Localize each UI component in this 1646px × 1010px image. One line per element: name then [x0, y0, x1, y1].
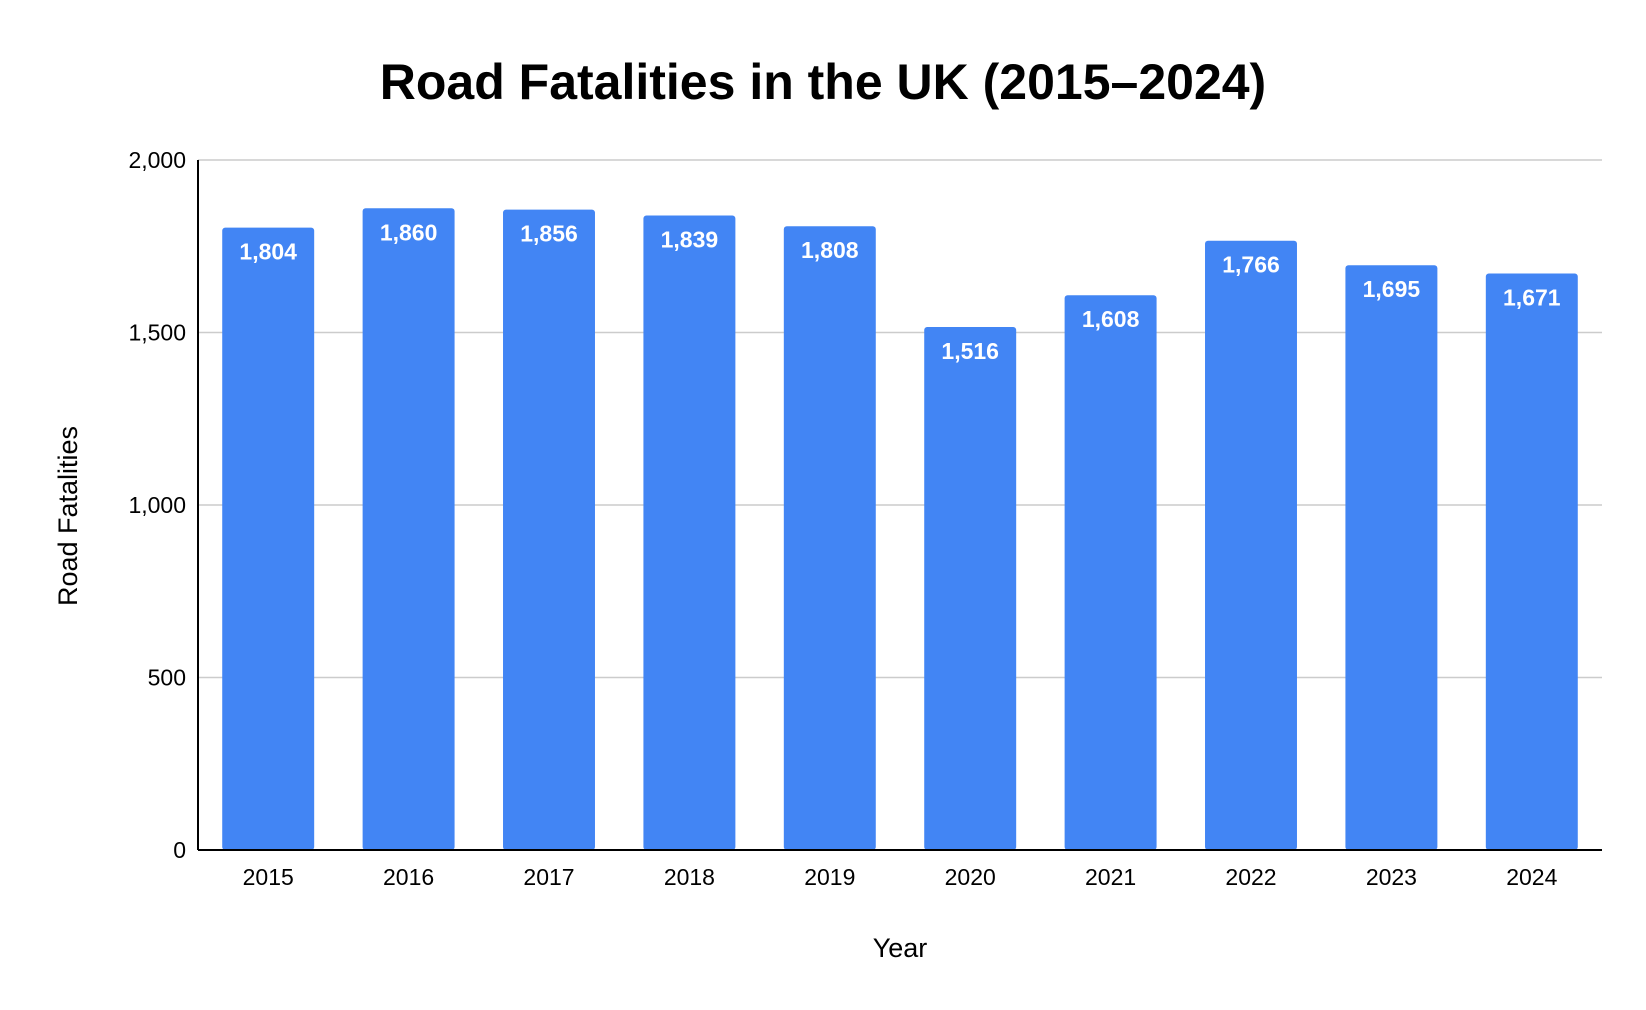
bar [362, 208, 455, 851]
bar-value-label: 1,608 [1082, 306, 1140, 332]
chart-title: Road Fatalities in the UK (2015–2024) [380, 54, 1266, 110]
x-tick-label: 2015 [243, 864, 294, 890]
bar-value-label: 1,671 [1503, 285, 1561, 311]
x-tick-label: 2016 [383, 864, 434, 890]
bar-value-label: 1,839 [661, 227, 719, 253]
bar [222, 227, 315, 850]
y-axis-ticks: 0 500 1,000 1,500 2,000 [128, 147, 186, 863]
bar-value-label: 1,516 [941, 338, 999, 364]
bar [643, 215, 736, 851]
y-tick-label: 1,500 [128, 320, 186, 346]
bar [1205, 240, 1297, 851]
bar-value-label: 1,860 [380, 219, 438, 245]
x-tick-label: 2017 [523, 864, 574, 890]
y-tick-label: 2,000 [128, 147, 186, 173]
x-axis-label: Year [873, 933, 928, 963]
bar [1345, 265, 1438, 851]
bar [924, 326, 1017, 851]
x-tick-label: 2018 [664, 864, 715, 890]
y-tick-label: 500 [148, 665, 186, 691]
bar [783, 226, 876, 851]
x-tick-label: 2023 [1366, 864, 1417, 890]
bar-value-label: 1,766 [1222, 252, 1280, 278]
bar [1485, 273, 1578, 850]
bar [503, 209, 595, 850]
bar-value-label: 1,808 [801, 237, 859, 263]
data-labels: 1,804 1,860 1,856 1,839 1,808 1,516 1,608 1,766… [239, 219, 1560, 364]
x-tick-label: 2020 [945, 864, 996, 890]
y-tick-label: 1,000 [128, 492, 186, 518]
x-tick-label: 2021 [1085, 864, 1136, 890]
y-tick-label: 0 [173, 837, 186, 863]
x-tick-label: 2024 [1506, 864, 1557, 890]
bar [1064, 295, 1157, 850]
bar-value-label: 1,804 [239, 239, 297, 265]
x-axis-ticks: 2015 2016 2017 2018 2019 2020 2021 2022 2023 2024 [243, 864, 1558, 890]
bar-value-label: 1,695 [1363, 276, 1421, 302]
bar-value-label: 1,856 [520, 221, 578, 247]
x-tick-label: 2022 [1225, 864, 1276, 890]
x-tick-label: 2019 [804, 864, 855, 890]
y-axis-label: Road Fatalities [53, 426, 83, 606]
bars [222, 208, 1578, 851]
